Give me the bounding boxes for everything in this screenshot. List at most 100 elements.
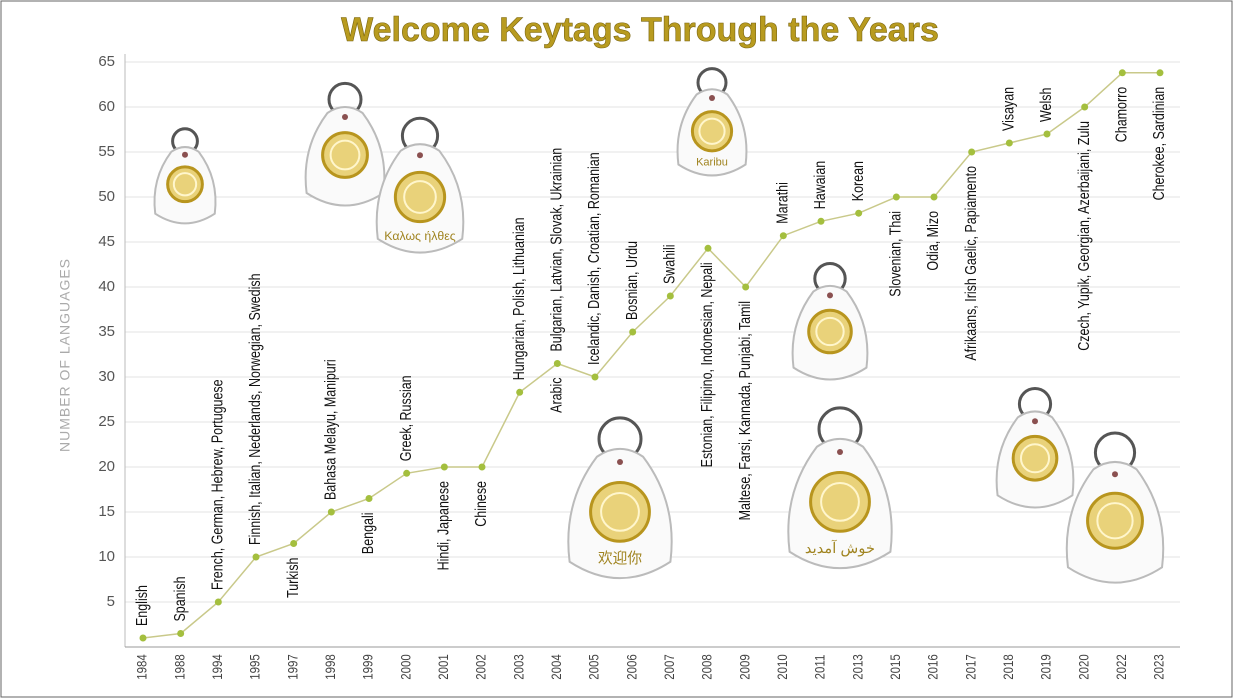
keytag [997, 388, 1074, 507]
keytag-emblem [811, 472, 870, 531]
y-tick-label: 5 [107, 593, 115, 610]
annotation: Swahili [661, 245, 679, 284]
keytag [154, 129, 215, 224]
annotation: Bahasa Melayu, Manipuri [322, 359, 340, 500]
annotation: French, German, Hebrew, Portuguese [209, 379, 227, 590]
annotation: Bulgarian, Latvian, Slovak, Ukrainian [548, 148, 566, 352]
keytag-text: Καλως ήλθες [384, 229, 455, 243]
x-tick-label: 2007 [661, 654, 677, 680]
point [177, 630, 184, 637]
point [1119, 69, 1126, 76]
x-tick-label: 2000 [397, 654, 413, 680]
point [667, 293, 674, 300]
keytag-hole [342, 114, 348, 120]
x-tick-label: 2006 [623, 654, 639, 680]
annotation: Cherokee, Sardinian [1151, 87, 1169, 201]
y-tick-label: 60 [98, 98, 115, 115]
keytag [1067, 433, 1163, 583]
x-tick-label: 2009 [736, 654, 752, 680]
x-tick-label: 2001 [435, 654, 451, 680]
point [554, 360, 561, 367]
keytag-hole [827, 292, 833, 298]
keytag-text: 欢迎你 [598, 550, 642, 567]
x-tick-label: 2019 [1038, 654, 1054, 680]
keytag-emblem [692, 112, 731, 151]
y-tick-label: 40 [98, 278, 115, 295]
x-tick-label: 2004 [548, 654, 564, 680]
annotation: Finnish, Italian, Nederlands, Norwegian,… [247, 273, 265, 545]
x-tick-label: 2002 [473, 654, 489, 680]
point [1157, 69, 1164, 76]
point [780, 232, 787, 239]
x-tick-label: 2013 [849, 654, 865, 680]
annotation: Hungarian, Polish, Lithuanian [511, 217, 529, 380]
keytag-hole [837, 449, 843, 455]
x-tick-label: 2005 [586, 654, 602, 680]
point [855, 210, 862, 217]
point [1044, 131, 1051, 138]
x-tick-label: 1995 [247, 654, 263, 680]
y-tick-label: 50 [98, 188, 115, 205]
keytag-hole [709, 95, 715, 101]
keytag-emblem [591, 482, 650, 541]
point [253, 554, 260, 561]
annotation: Maltese, Farsi, Kannada, Punjabi, Tamil [737, 301, 755, 520]
keytag-hole [417, 152, 423, 158]
keytag-text: خوش آمدید [805, 539, 875, 557]
keytag-hole [617, 459, 623, 465]
x-tick-label: 2003 [510, 654, 526, 680]
annotation: Korean [850, 161, 868, 201]
keytag [793, 263, 868, 379]
x-tick-label: 1994 [209, 654, 225, 680]
point [931, 194, 938, 201]
keytag-hole [182, 152, 188, 158]
x-tick-label: 2008 [699, 654, 715, 680]
keytag: 欢迎你 [568, 418, 671, 578]
x-tick-label: 2023 [1151, 654, 1167, 680]
x-tick-label: 2011 [812, 655, 828, 680]
annotation: Hindi, Japanese [435, 481, 453, 570]
y-tick-label: 65 [98, 53, 115, 70]
point [1006, 140, 1013, 147]
annotation: Turkish [285, 557, 303, 597]
x-tick-label: 2016 [925, 654, 941, 680]
annotation: Marathi [774, 182, 792, 224]
annotation: Chamorro [1113, 87, 1131, 142]
point [516, 389, 523, 396]
annotation: Visayan [1000, 87, 1018, 131]
annotation: Slovenian, Thai [887, 211, 905, 297]
y-tick-label: 10 [98, 548, 115, 565]
keytag-hole [1032, 418, 1038, 424]
x-tick-label: 1984 [134, 654, 150, 680]
annotation: Spanish [172, 576, 190, 621]
x-tick-label: 1988 [171, 654, 187, 680]
keytag: خوش آمدید [788, 408, 891, 568]
keytag: Καλως ήλθες [377, 118, 464, 252]
keytag-emblem [1088, 493, 1143, 548]
x-tick-label: 2020 [1075, 654, 1091, 680]
point [893, 194, 900, 201]
annotation: Hawaian [812, 161, 830, 210]
keytag-emblem [323, 133, 368, 178]
x-tick-label: 2015 [887, 654, 903, 680]
annotation: Czech, Yupik, Georgian, Azerbaijani, Zul… [1076, 121, 1094, 351]
annotation: Odia, Mizo [925, 211, 943, 271]
keytag-emblem [809, 310, 852, 353]
annotation: Welsh [1038, 88, 1056, 122]
x-tick-label: 2022 [1113, 654, 1129, 680]
keytag-hole [1112, 471, 1118, 477]
keytag [306, 83, 385, 205]
y-tick-label: 30 [98, 368, 115, 385]
annotation: Afrikaans, Irish Gaelic, Papiamento [963, 166, 981, 361]
annotation: Bengali [360, 513, 378, 555]
y-tick-label: 45 [98, 233, 115, 250]
point [1081, 104, 1088, 111]
annotation: Estonian, Filipino, Indonesian, Nepali [699, 262, 717, 467]
y-axis-label: NUMBER OF LANGUAGES [57, 258, 73, 452]
annotation: English [134, 585, 152, 626]
point [818, 218, 825, 225]
point [705, 245, 712, 252]
y-tick-label: 15 [98, 503, 115, 520]
chart: Welcome Keytags Through the Years NUMBER… [0, 0, 1233, 698]
annotation: Greek, Russian [398, 375, 416, 461]
